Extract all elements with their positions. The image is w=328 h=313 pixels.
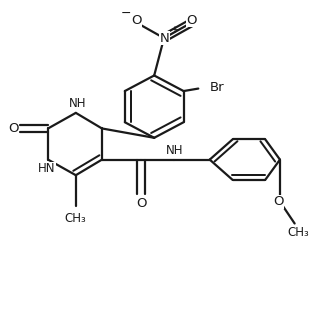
Text: O: O	[136, 198, 146, 210]
Text: CH₃: CH₃	[287, 226, 309, 239]
Text: N: N	[160, 32, 170, 44]
Text: Br: Br	[210, 81, 224, 94]
Text: O: O	[187, 13, 197, 27]
Text: NH: NH	[69, 97, 86, 110]
Text: HN: HN	[38, 162, 55, 176]
Text: O: O	[8, 122, 18, 135]
Text: NH: NH	[166, 144, 183, 157]
Text: O: O	[273, 195, 284, 208]
Text: −: −	[121, 7, 132, 20]
Text: CH₃: CH₃	[64, 212, 86, 225]
Text: O: O	[131, 13, 141, 27]
Text: +: +	[170, 25, 178, 35]
